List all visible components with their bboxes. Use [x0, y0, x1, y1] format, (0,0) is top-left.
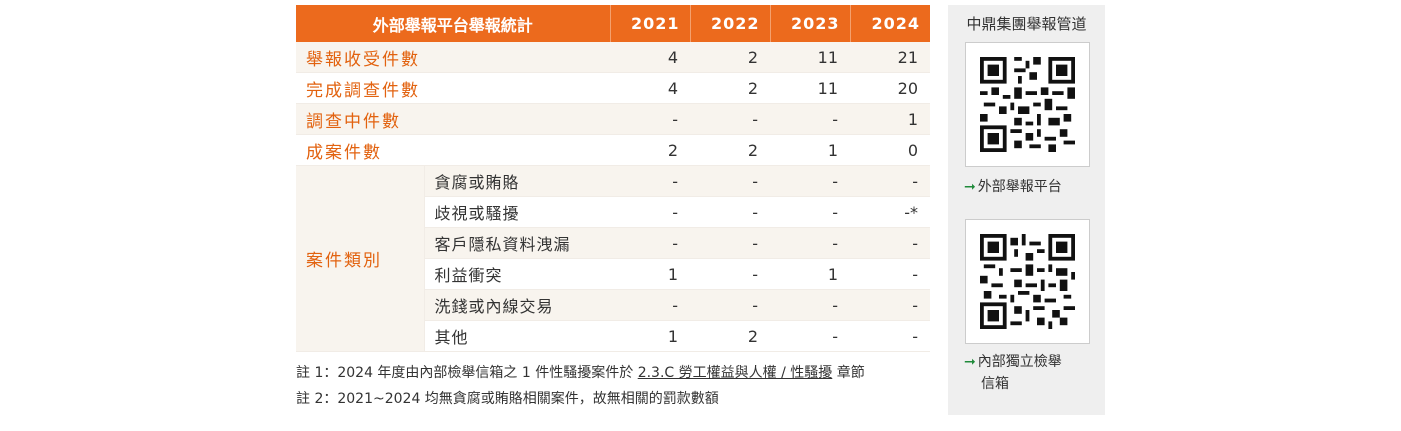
cell-value: 1 — [770, 258, 851, 290]
table-row: 客戶隱私資料洩漏 - - - - — [296, 227, 931, 259]
qr-code-icon — [980, 234, 1075, 329]
table-header-row: 外部舉報平台舉報統計 2021 2022 2023 2024 — [296, 5, 931, 42]
cell-value: - — [690, 196, 771, 228]
cell-value: - — [770, 165, 851, 197]
external-platform-text: 外部舉報平台 — [977, 179, 1062, 195]
internal-mailbox-text-line2: 信箱 — [981, 376, 1009, 392]
year-header: 2021 — [609, 5, 691, 42]
section-link[interactable]: 2.3.C 勞工權益與人權 / 性騷擾 — [637, 365, 833, 381]
cell-value: 11 — [770, 72, 851, 104]
sub-row-label: 客戶隱私資料洩漏 — [424, 227, 611, 259]
cell-value: - — [690, 165, 771, 197]
cell-value: 2 — [690, 42, 771, 73]
year-header: 2024 — [849, 5, 931, 42]
table-row: 舉報收受件數 4 2 11 21 — [296, 42, 931, 73]
cell-value: -* — [850, 196, 931, 228]
cell-value: - — [850, 165, 931, 197]
cell-value: 4 — [610, 42, 691, 73]
cell-value: - — [610, 165, 691, 197]
sub-row-label: 貪腐或賄賂 — [424, 165, 611, 197]
cell-value: - — [850, 227, 931, 259]
cell-value: 1 — [610, 320, 691, 352]
footnote-1: 註 1：2024 年度由內部檢舉信箱之 1 件性騷擾案件於 2.3.C 勞工權益… — [296, 360, 930, 386]
cell-value: 2 — [690, 320, 771, 352]
cell-value: - — [610, 227, 691, 259]
cell-value: - — [770, 320, 851, 352]
sub-row-label: 歧視或騷擾 — [424, 196, 611, 228]
external-platform-label[interactable]: ➞ 外部舉報平台 — [964, 176, 1062, 198]
internal-mailbox-text-line1: 內部獨立檢舉 — [977, 354, 1062, 370]
footnote-2: 註 2：2021~2024 均無貪腐或賄賂相關案件，故無相關的罰款數額 — [296, 391, 719, 407]
table-row: 其他 1 2 - - — [296, 320, 931, 352]
table-header-title: 外部舉報平台舉報統計 — [296, 5, 611, 42]
cell-value: - — [610, 103, 691, 135]
external-platform-qr-code[interactable] — [965, 42, 1090, 167]
year-header: 2022 — [689, 5, 771, 42]
row-label: 調查中件數 — [296, 103, 611, 135]
cell-value: - — [690, 227, 771, 259]
cell-value: - — [850, 289, 931, 321]
table-row: 成案件數 2 2 1 0 — [296, 134, 931, 166]
cell-value: - — [610, 196, 691, 228]
cell-value: - — [610, 289, 691, 321]
cell-value: 0 — [850, 134, 931, 166]
cell-value: 1 — [770, 134, 851, 166]
cell-value: 2 — [690, 134, 771, 166]
row-label: 完成調查件數 — [296, 72, 611, 104]
year-header: 2023 — [769, 5, 851, 42]
cell-value: 1 — [610, 258, 691, 290]
cell-value: - — [850, 258, 931, 290]
cell-value: 4 — [610, 72, 691, 104]
cell-value: - — [770, 289, 851, 321]
table-row: 調查中件數 - - - 1 — [296, 103, 931, 135]
right-arrow-icon: ➞ — [964, 354, 976, 370]
report-stats-table-container: 外部舉報平台舉報統計 2021 2022 2023 2024 舉報收受件數 4 … — [296, 5, 931, 412]
sub-row-label: 利益衝突 — [424, 258, 611, 290]
cell-value: 20 — [850, 72, 931, 104]
footnote-1-suffix: 章節 — [832, 365, 865, 381]
cell-value: - — [770, 103, 851, 135]
cell-value: - — [690, 289, 771, 321]
qr-code-icon — [980, 57, 1075, 152]
reporting-channels-sidebar: 中鼎集團舉報管道 ➞ 外部舉報平台 — [948, 5, 1105, 415]
sub-row-label: 洗錢或內線交易 — [424, 289, 611, 321]
row-label: 成案件數 — [296, 134, 611, 166]
table-row: 案件類別 貪腐或賄賂 - - - - — [296, 165, 931, 352]
sub-row-label: 其他 — [424, 320, 611, 352]
table-row: 完成調查件數 4 2 11 20 — [296, 72, 931, 104]
cell-value: 21 — [850, 42, 931, 73]
right-arrow-icon: ➞ — [964, 179, 976, 195]
internal-mailbox-label[interactable]: ➞ 內部獨立檢舉信箱 — [964, 351, 1062, 395]
cell-value: - — [690, 103, 771, 135]
sidebar-title: 中鼎集團舉報管道 — [966, 15, 1087, 33]
table-row: 歧視或騷擾 - - - -* — [296, 196, 931, 228]
internal-mailbox-qr-code[interactable] — [965, 219, 1090, 344]
cell-value: - — [770, 196, 851, 228]
cell-value: 11 — [770, 42, 851, 73]
report-stats-table: 外部舉報平台舉報統計 2021 2022 2023 2024 舉報收受件數 4 … — [296, 5, 931, 352]
row-label: 舉報收受件數 — [296, 42, 611, 73]
table-row: 利益衝突 1 - 1 - — [296, 258, 931, 290]
footnote-1-prefix: 註 1：2024 年度由內部檢舉信箱之 1 件性騷擾案件於 — [296, 365, 638, 381]
cell-value: 1 — [850, 103, 931, 135]
footnotes: 註 1：2024 年度由內部檢舉信箱之 1 件性騷擾案件於 2.3.C 勞工權益… — [296, 360, 930, 412]
cell-value: - — [690, 258, 771, 290]
cell-value: 2 — [690, 72, 771, 104]
cell-value: 2 — [610, 134, 691, 166]
category-label: 案件類別 — [296, 165, 425, 352]
cell-value: - — [770, 227, 851, 259]
cell-value: - — [850, 320, 931, 352]
table-row: 洗錢或內線交易 - - - - — [296, 289, 931, 321]
